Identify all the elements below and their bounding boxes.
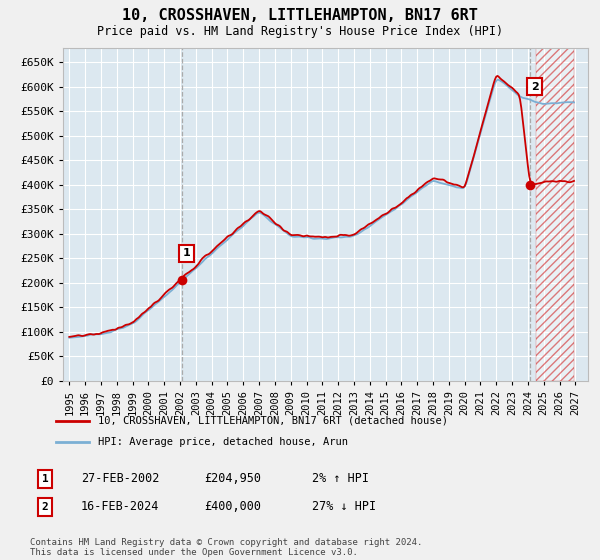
Text: 27-FEB-2002: 27-FEB-2002 — [81, 472, 160, 486]
Text: 16-FEB-2024: 16-FEB-2024 — [81, 500, 160, 514]
Text: 2% ↑ HPI: 2% ↑ HPI — [312, 472, 369, 486]
Text: 10, CROSSHAVEN, LITTLEHAMPTON, BN17 6RT: 10, CROSSHAVEN, LITTLEHAMPTON, BN17 6RT — [122, 8, 478, 24]
Text: 1: 1 — [183, 249, 191, 258]
Text: £204,950: £204,950 — [204, 472, 261, 486]
Text: Contains HM Land Registry data © Crown copyright and database right 2024.
This d: Contains HM Land Registry data © Crown c… — [30, 538, 422, 557]
Text: £400,000: £400,000 — [204, 500, 261, 514]
Text: 1: 1 — [41, 474, 49, 484]
Text: 27% ↓ HPI: 27% ↓ HPI — [312, 500, 376, 514]
Text: HPI: Average price, detached house, Arun: HPI: Average price, detached house, Arun — [98, 437, 348, 446]
Text: Price paid vs. HM Land Registry's House Price Index (HPI): Price paid vs. HM Land Registry's House … — [97, 25, 503, 38]
Text: 10, CROSSHAVEN, LITTLEHAMPTON, BN17 6RT (detached house): 10, CROSSHAVEN, LITTLEHAMPTON, BN17 6RT … — [98, 416, 448, 426]
Text: 2: 2 — [41, 502, 49, 512]
Text: 2: 2 — [530, 82, 538, 92]
